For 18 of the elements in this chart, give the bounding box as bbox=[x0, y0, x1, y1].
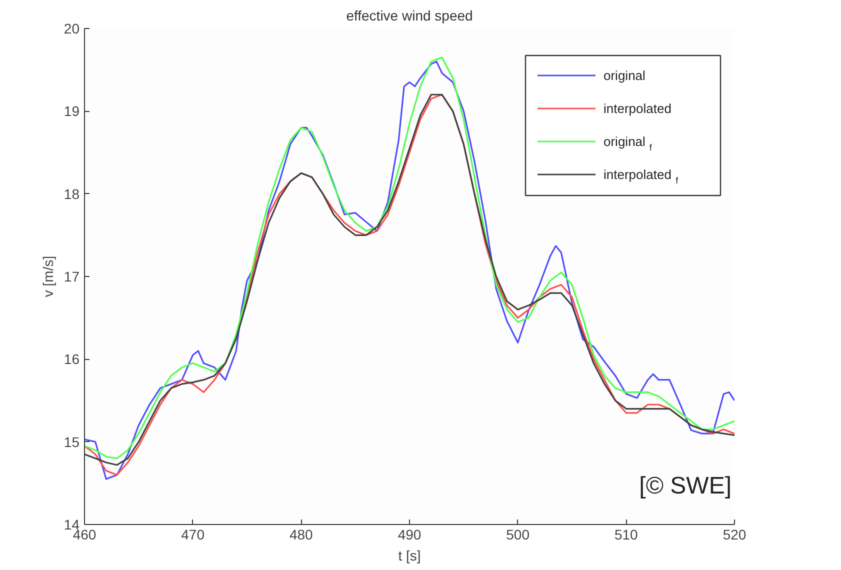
x-tick-label: 510 bbox=[614, 526, 638, 542]
y-tick-label: 15 bbox=[64, 434, 80, 450]
y-tick-label: 17 bbox=[64, 268, 80, 284]
legend-label: original bbox=[604, 68, 646, 83]
y-tick-label: 18 bbox=[64, 186, 80, 202]
x-axis-title: t [s] bbox=[398, 548, 421, 564]
x-tick-label: 480 bbox=[289, 526, 314, 542]
y-tick-label: 16 bbox=[64, 351, 80, 368]
x-tick-label: 520 bbox=[722, 526, 746, 542]
x-tick-label: 470 bbox=[181, 526, 205, 542]
x-tick-label: 500 bbox=[506, 526, 530, 542]
annotation: [© SWE] bbox=[639, 472, 732, 500]
y-tick-label: 20 bbox=[64, 20, 80, 36]
chart-title: effective wind speed bbox=[346, 8, 473, 24]
y-tick-label: 19 bbox=[64, 103, 80, 120]
y-axis-title: v [m/s] bbox=[40, 256, 56, 298]
x-tick-label: 490 bbox=[398, 526, 422, 542]
legend-label: interpolated bbox=[604, 101, 672, 116]
